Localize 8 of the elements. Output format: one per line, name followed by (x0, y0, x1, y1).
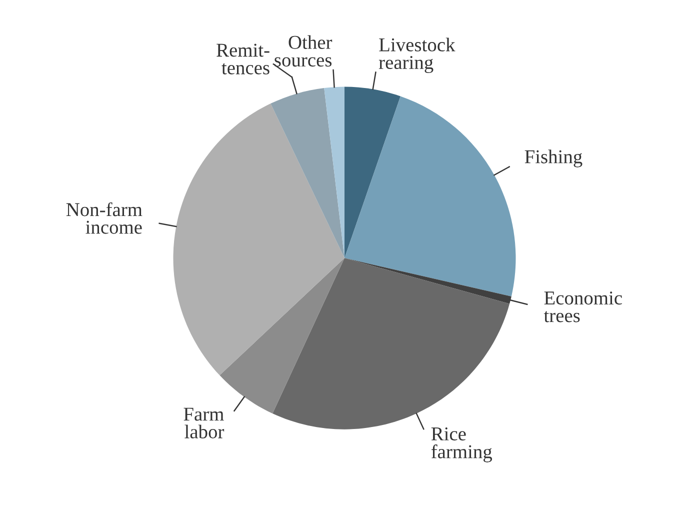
slice-label: Non-farm income (66, 202, 142, 234)
slice-label: Economic trees (544, 292, 622, 322)
slice-label: Other sources (274, 35, 332, 67)
slice-label: Rice farming (431, 427, 492, 462)
slice-label: Remit- tences (216, 44, 270, 74)
slice-label: Farm labor (184, 408, 224, 438)
slice-label: Fishing (524, 150, 582, 168)
slice-label: Livestock rearing (378, 38, 456, 74)
